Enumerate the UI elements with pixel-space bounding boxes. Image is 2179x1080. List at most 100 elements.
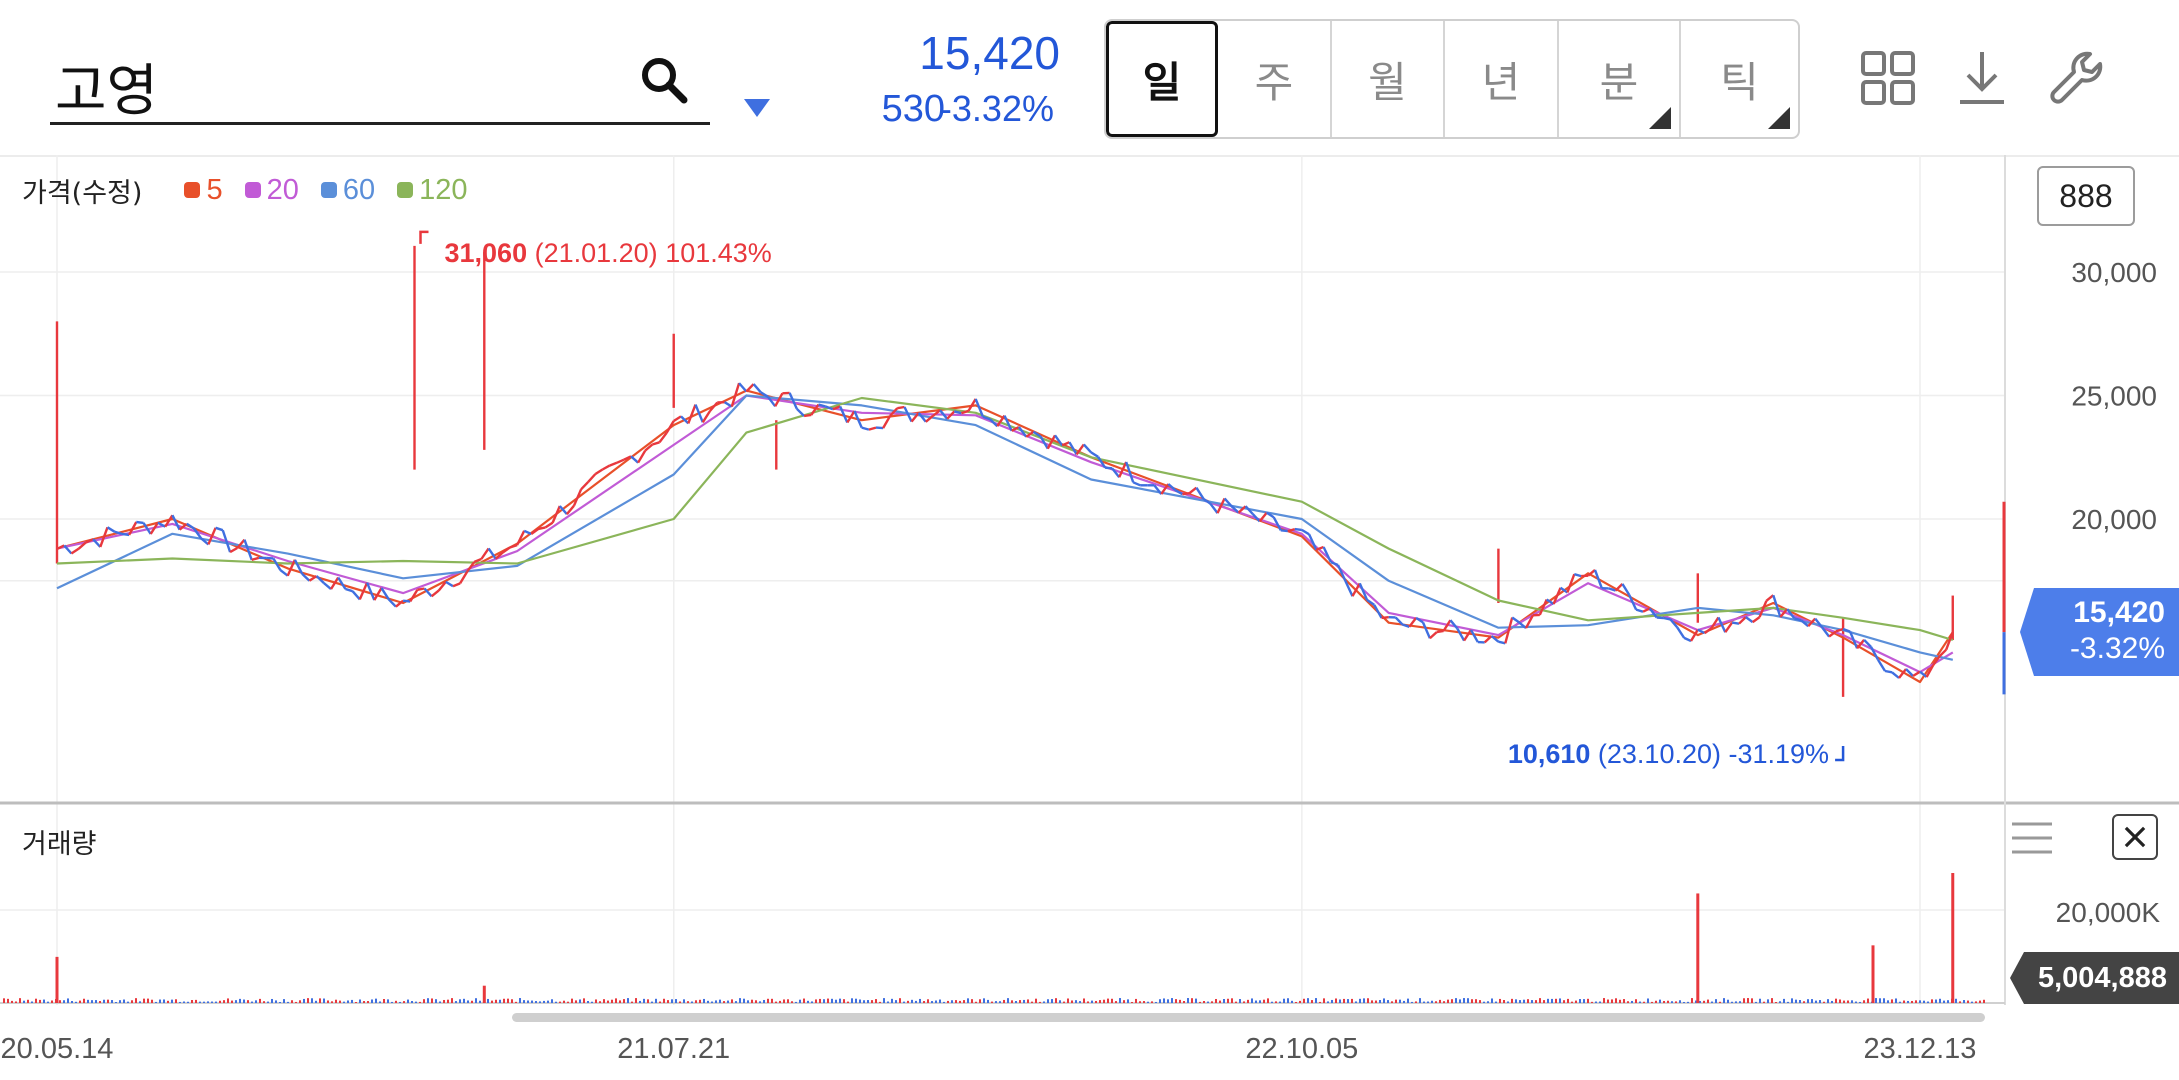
price-candle [243, 539, 253, 561]
last-price-rate: -3.32% [2069, 632, 2165, 665]
legend-swatch [397, 182, 414, 198]
price-candle [1559, 586, 1569, 594]
legend-ma20[interactable]: 20 [244, 174, 299, 207]
stock-search-field[interactable]: 고영 [50, 38, 710, 125]
price-candle [286, 559, 296, 577]
price-candle [365, 582, 376, 601]
price-candle [760, 391, 769, 398]
price-candle [1628, 594, 1638, 611]
price-candle [1188, 486, 1198, 495]
volume-spike [482, 985, 486, 1003]
volume-spike [1951, 873, 1955, 1003]
price-candle [623, 455, 632, 461]
price-candle [1174, 489, 1183, 496]
tab-month[interactable]: 월 [1332, 21, 1445, 137]
legend-ma5[interactable]: 5 [184, 174, 223, 207]
price-candle [1663, 616, 1671, 621]
last-volume-value: 5,004,888 [2037, 962, 2167, 994]
price-candle [1807, 617, 1817, 628]
price-candle [1202, 497, 1212, 505]
tab-day[interactable]: 일 [1106, 21, 1218, 137]
submenu-corner-icon [1768, 107, 1790, 129]
high-annotation: 31,060 (21.01.20) 101.43% [445, 238, 772, 268]
price-candle [164, 514, 174, 528]
price-candle [1039, 435, 1049, 450]
price-candle [1828, 630, 1837, 638]
price-candle [967, 398, 977, 412]
price-candle [1765, 594, 1775, 602]
low-annotation-date: (23.10.20) [1598, 739, 1729, 769]
chevron-down-icon[interactable] [742, 97, 772, 119]
menu-icon[interactable] [2010, 818, 2054, 858]
price-candle [1731, 621, 1740, 625]
price-candle [1315, 545, 1325, 551]
price-candle [694, 404, 704, 423]
price-candle [1237, 505, 1247, 514]
tab-year[interactable]: 년 [1445, 21, 1559, 137]
download-icon[interactable] [1952, 48, 2012, 108]
legend-ma60[interactable]: 60 [320, 174, 375, 207]
price-candle [1779, 608, 1789, 618]
price-candle [1814, 617, 1824, 629]
chart-scrollbar[interactable] [512, 1013, 1985, 1022]
price-candle [996, 414, 1006, 427]
price-candle [572, 488, 583, 507]
price-candle [1442, 619, 1452, 632]
price-candle [658, 432, 668, 444]
price-candle [373, 587, 383, 601]
price-candle [1504, 617, 1514, 644]
price-candle [652, 441, 660, 446]
tab-tick[interactable]: 틱 [1681, 21, 1798, 137]
stock-name[interactable]: 고영 [55, 59, 159, 122]
legend-swatch [244, 182, 261, 198]
price-candle [1351, 582, 1361, 597]
price-candle [523, 529, 532, 536]
price-candle [875, 426, 884, 430]
price-candle [730, 382, 741, 407]
legend-ma120[interactable]: 120 [397, 174, 468, 207]
price-candle [989, 418, 999, 428]
tab-week[interactable]: 주 [1218, 21, 1332, 137]
price-candle [236, 538, 246, 549]
price-candle [551, 505, 561, 524]
price-candle [1408, 617, 1418, 628]
price-candle [1656, 616, 1664, 620]
price-candle [1891, 671, 1900, 679]
x-tick-label: 22.10.05 [1245, 1033, 1358, 1065]
tab-minute[interactable]: 분 [1559, 21, 1681, 137]
price-candle [430, 589, 440, 598]
price-candle [452, 582, 461, 588]
close-icon[interactable] [2112, 814, 2158, 860]
layout-grid-icon[interactable] [1858, 48, 1918, 108]
price-candle [409, 589, 419, 603]
price-candle [215, 526, 224, 532]
legend-swatch [320, 182, 337, 198]
price-candle [345, 587, 353, 593]
price-candle [395, 599, 404, 608]
wrench-icon[interactable] [2046, 48, 2106, 108]
price-candle [1614, 583, 1624, 592]
price-candle [387, 598, 397, 608]
price-candle [1308, 533, 1318, 551]
stock-chart[interactable]: 30,000 25,000 20,000 20,000K 20.05.14 21.07.2… [0, 155, 2179, 1080]
price-candle [788, 392, 798, 410]
price-candle [1456, 627, 1466, 642]
price-candle [1524, 614, 1534, 629]
price-candle [1209, 503, 1219, 514]
price-legend: 가격(수정) 5 20 60 120 [22, 170, 490, 210]
price-candle [803, 413, 812, 418]
price-candle [701, 410, 712, 423]
chart-settings-box[interactable]: 888 [2037, 166, 2135, 226]
price-candle [1415, 616, 1424, 624]
price-candle [1905, 668, 1914, 677]
price-candle [1195, 487, 1205, 500]
price-candle [323, 582, 332, 591]
price-candle [961, 409, 969, 415]
price-candle [1272, 516, 1282, 531]
price-candle [538, 526, 546, 531]
price-candle [1642, 607, 1651, 613]
search-icon[interactable] [636, 52, 692, 108]
price-candle [709, 401, 719, 412]
price-candle [221, 529, 232, 553]
price-candle [1381, 616, 1389, 620]
